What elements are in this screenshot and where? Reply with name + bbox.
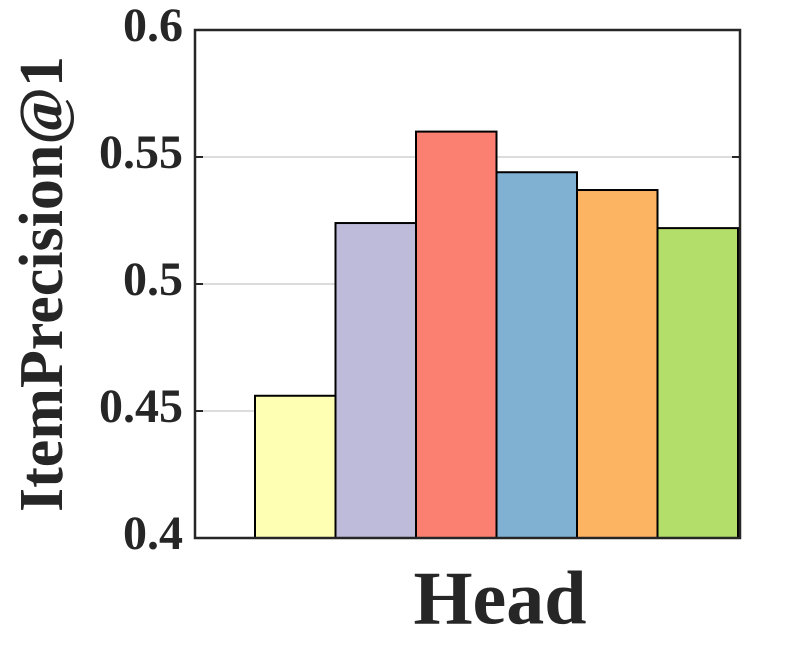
- bar: [495, 171, 578, 540]
- y-axis-label: ItemPrecision@1: [8, 56, 76, 512]
- bar: [415, 130, 498, 539]
- y-tick-label: 0.6: [123, 0, 183, 52]
- bar: [334, 222, 417, 539]
- y-tick-label: 0.55: [99, 126, 183, 179]
- bar: [576, 189, 659, 540]
- x-axis-label: Head: [413, 556, 586, 640]
- bar: [254, 394, 337, 540]
- y-tick-label: 0.5: [123, 253, 183, 306]
- plot-frame: [193, 28, 742, 540]
- bar: [656, 227, 739, 539]
- y-tick-label: 0.4: [123, 507, 183, 560]
- y-tick-label: 0.45: [99, 380, 183, 433]
